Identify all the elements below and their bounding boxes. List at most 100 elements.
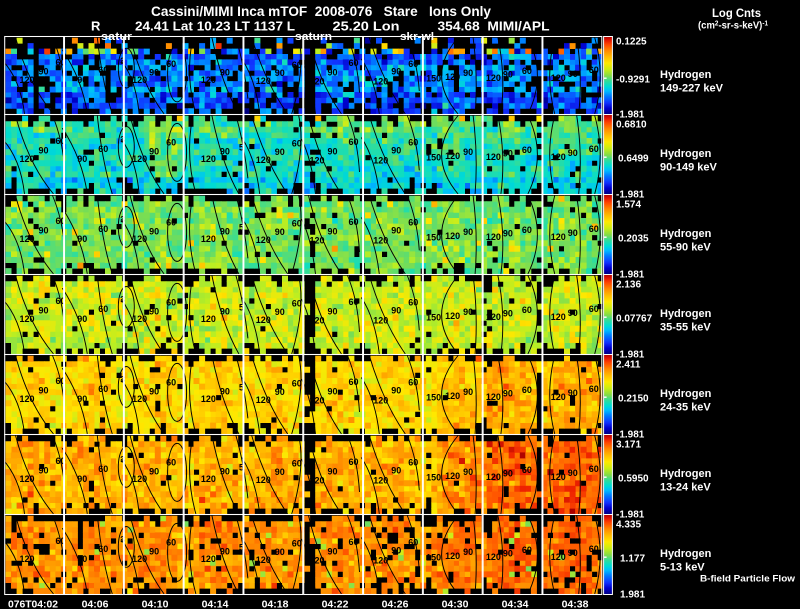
svg-text:60: 60 bbox=[522, 545, 532, 555]
svg-text:90: 90 bbox=[391, 386, 401, 396]
svg-text:60: 60 bbox=[166, 218, 176, 228]
svg-text:5: 5 bbox=[239, 542, 244, 552]
svg-text:90: 90 bbox=[77, 154, 87, 164]
svg-text:24-35 keV: 24-35 keV bbox=[660, 402, 711, 414]
svg-text:04:06: 04:06 bbox=[82, 599, 109, 609]
svg-text:90: 90 bbox=[275, 307, 285, 317]
svg-text:90: 90 bbox=[503, 469, 513, 479]
svg-text:60: 60 bbox=[408, 298, 418, 308]
svg-text:60: 60 bbox=[166, 538, 176, 548]
svg-text:90: 90 bbox=[275, 467, 285, 477]
svg-text:25.20 Lon: 25.20 Lon bbox=[333, 19, 400, 34]
svg-text:Hydrogen: Hydrogen bbox=[660, 308, 712, 320]
svg-text:120: 120 bbox=[256, 315, 271, 325]
svg-text:5: 5 bbox=[239, 462, 244, 472]
svg-text:120: 120 bbox=[486, 152, 501, 162]
svg-text:60: 60 bbox=[56, 376, 66, 386]
svg-text:120: 120 bbox=[373, 556, 388, 566]
svg-text:90: 90 bbox=[220, 306, 230, 316]
svg-text:90: 90 bbox=[568, 468, 578, 478]
svg-text:120: 120 bbox=[132, 75, 147, 85]
svg-text:60: 60 bbox=[166, 298, 176, 308]
svg-text:90: 90 bbox=[463, 227, 473, 237]
svg-text:120: 120 bbox=[551, 312, 566, 322]
svg-text:90: 90 bbox=[39, 466, 49, 476]
svg-text:60: 60 bbox=[589, 144, 599, 154]
svg-text:1.981: 1.981 bbox=[620, 590, 645, 601]
svg-text:1.177: 1.177 bbox=[620, 554, 645, 565]
svg-text:60: 60 bbox=[522, 385, 532, 395]
svg-text:90: 90 bbox=[39, 67, 49, 77]
svg-text:150: 150 bbox=[426, 153, 441, 163]
svg-text:120: 120 bbox=[256, 155, 271, 165]
svg-text:120: 120 bbox=[486, 392, 501, 402]
svg-text:90: 90 bbox=[77, 394, 87, 404]
svg-text:90: 90 bbox=[220, 146, 230, 156]
svg-text:60: 60 bbox=[292, 139, 302, 149]
svg-text:90: 90 bbox=[275, 387, 285, 397]
svg-text:120: 120 bbox=[256, 395, 271, 405]
svg-text:150: 150 bbox=[426, 553, 441, 563]
svg-text:150: 150 bbox=[426, 313, 441, 323]
svg-text:Hydrogen: Hydrogen bbox=[660, 548, 712, 560]
svg-text:90: 90 bbox=[503, 229, 513, 239]
svg-text:90: 90 bbox=[391, 146, 401, 156]
svg-text:076T04:02: 076T04:02 bbox=[8, 599, 58, 609]
svg-text:120: 120 bbox=[20, 234, 35, 244]
svg-text:04:18: 04:18 bbox=[262, 599, 289, 609]
svg-text:90: 90 bbox=[391, 226, 401, 236]
svg-text:120: 120 bbox=[20, 75, 35, 85]
svg-text:60: 60 bbox=[166, 458, 176, 468]
svg-text:2.136: 2.136 bbox=[616, 280, 641, 291]
svg-text:3: 3 bbox=[120, 375, 125, 385]
svg-text:90: 90 bbox=[503, 149, 513, 159]
svg-text:90: 90 bbox=[149, 386, 159, 396]
svg-text:120: 120 bbox=[373, 156, 388, 166]
svg-text:90: 90 bbox=[391, 67, 401, 77]
svg-text:60: 60 bbox=[56, 136, 66, 146]
svg-text:150: 150 bbox=[426, 74, 441, 84]
svg-text:90: 90 bbox=[149, 466, 159, 476]
svg-text:60: 60 bbox=[408, 138, 418, 148]
svg-text:60: 60 bbox=[349, 297, 359, 307]
svg-text:90: 90 bbox=[391, 546, 401, 556]
svg-text:3: 3 bbox=[120, 135, 125, 145]
svg-text:3: 3 bbox=[120, 56, 125, 66]
svg-text:120: 120 bbox=[256, 235, 271, 245]
svg-text:90: 90 bbox=[463, 547, 473, 557]
svg-text:90: 90 bbox=[328, 226, 338, 236]
svg-text:90: 90 bbox=[275, 147, 285, 157]
svg-text:skr-wl: skr-wl bbox=[400, 31, 434, 43]
svg-text:120: 120 bbox=[201, 154, 216, 164]
svg-text:120: 120 bbox=[201, 474, 216, 484]
svg-text:90: 90 bbox=[77, 314, 87, 324]
svg-text:3: 3 bbox=[120, 215, 125, 225]
svg-text:60: 60 bbox=[292, 539, 302, 549]
svg-text:60: 60 bbox=[589, 65, 599, 75]
svg-text:90: 90 bbox=[220, 546, 230, 556]
svg-text:90: 90 bbox=[328, 546, 338, 556]
svg-text:60: 60 bbox=[292, 299, 302, 309]
svg-text:60: 60 bbox=[56, 296, 66, 306]
svg-text:90: 90 bbox=[568, 69, 578, 79]
svg-text:0.6810: 0.6810 bbox=[616, 120, 647, 131]
svg-text:120: 120 bbox=[310, 396, 325, 406]
svg-text:120: 120 bbox=[373, 77, 388, 87]
svg-text:120: 120 bbox=[256, 555, 271, 565]
svg-text:Hydrogen: Hydrogen bbox=[660, 228, 712, 240]
svg-text:90: 90 bbox=[328, 386, 338, 396]
svg-text:120: 120 bbox=[373, 316, 388, 326]
svg-text:60: 60 bbox=[589, 304, 599, 314]
svg-text:0.1225: 0.1225 bbox=[616, 37, 647, 48]
svg-text:120: 120 bbox=[551, 552, 566, 562]
svg-text:5-13 keV: 5-13 keV bbox=[660, 562, 705, 574]
svg-text:5: 5 bbox=[239, 142, 244, 152]
svg-text:90: 90 bbox=[77, 474, 87, 484]
svg-text:90: 90 bbox=[275, 68, 285, 78]
svg-text:120: 120 bbox=[132, 554, 147, 564]
svg-text:120: 120 bbox=[445, 231, 460, 241]
svg-text:60: 60 bbox=[349, 217, 359, 227]
svg-text:90: 90 bbox=[39, 306, 49, 316]
svg-text:B-field Particle Flow: B-field Particle Flow bbox=[700, 574, 796, 585]
svg-text:120: 120 bbox=[373, 476, 388, 486]
